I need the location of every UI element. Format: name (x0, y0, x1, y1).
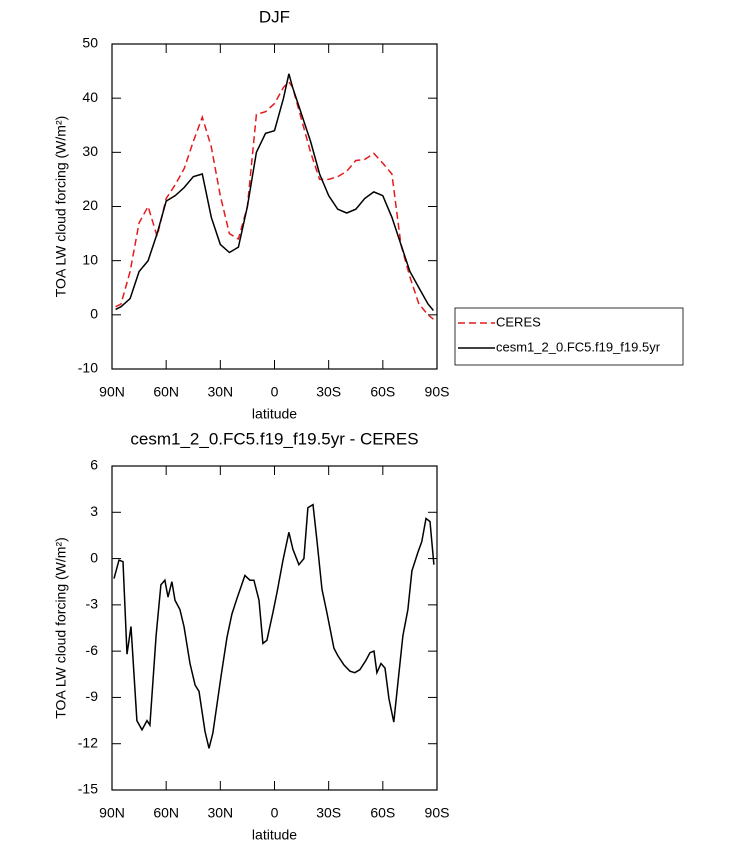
x-tick-label: 30N (207, 805, 233, 821)
x-tick-label: 90N (99, 384, 125, 400)
data-line (115, 73, 434, 311)
x-tick-label: 30N (207, 384, 233, 400)
data-line (113, 503, 435, 749)
legend-box (454, 307, 684, 366)
y-tick-label: 40 (82, 89, 98, 105)
plot-frame (111, 43, 438, 370)
y-tick-label: -15 (78, 781, 98, 797)
x-tick-label: 60S (370, 384, 395, 400)
data-line (115, 80, 434, 320)
x-tick-label: 30S (316, 805, 341, 821)
y-tick-label: 50 (82, 35, 98, 51)
y-tick-label: -3 (86, 596, 99, 612)
y-tick-label: 3 (90, 503, 98, 519)
x-tick-label: 90S (425, 384, 450, 400)
y-axis-label: TOA LW cloud forcing (W/m²) (53, 116, 69, 298)
x-tick-label: 60S (370, 805, 395, 821)
chart-title: DJF (259, 7, 290, 26)
y-tick-label: -10 (78, 360, 98, 376)
y-tick-label: 0 (90, 306, 98, 322)
x-tick-label: 30S (316, 384, 341, 400)
y-tick-label: -6 (86, 642, 99, 658)
y-tick-label: 0 (90, 549, 98, 565)
x-tick-label: 0 (271, 805, 279, 821)
x-axis-label: latitude (252, 406, 297, 422)
y-tick-label: 6 (90, 457, 98, 473)
y-tick-label: -12 (78, 734, 98, 750)
x-tick-label: 60N (153, 805, 179, 821)
y-tick-label: 30 (82, 143, 98, 159)
x-tick-label: 90N (99, 805, 125, 821)
plot-frame (111, 465, 438, 791)
x-tick-label: 0 (271, 384, 279, 400)
y-tick-label: 10 (82, 251, 98, 267)
x-tick-label: 60N (153, 384, 179, 400)
y-axis-label: TOA LW cloud forcing (W/m²) (53, 537, 69, 719)
y-tick-label: -9 (86, 688, 99, 704)
x-axis-label: latitude (252, 827, 297, 843)
chart-title: cesm1_2_0.FC5.f19_f19.5yr - CERES (130, 429, 418, 448)
x-tick-label: 90S (425, 805, 450, 821)
legend-label: cesm1_2_0.FC5.f19_f19.5yr (496, 339, 661, 354)
legend-label: CERES (496, 314, 541, 329)
y-tick-label: 20 (82, 197, 98, 213)
